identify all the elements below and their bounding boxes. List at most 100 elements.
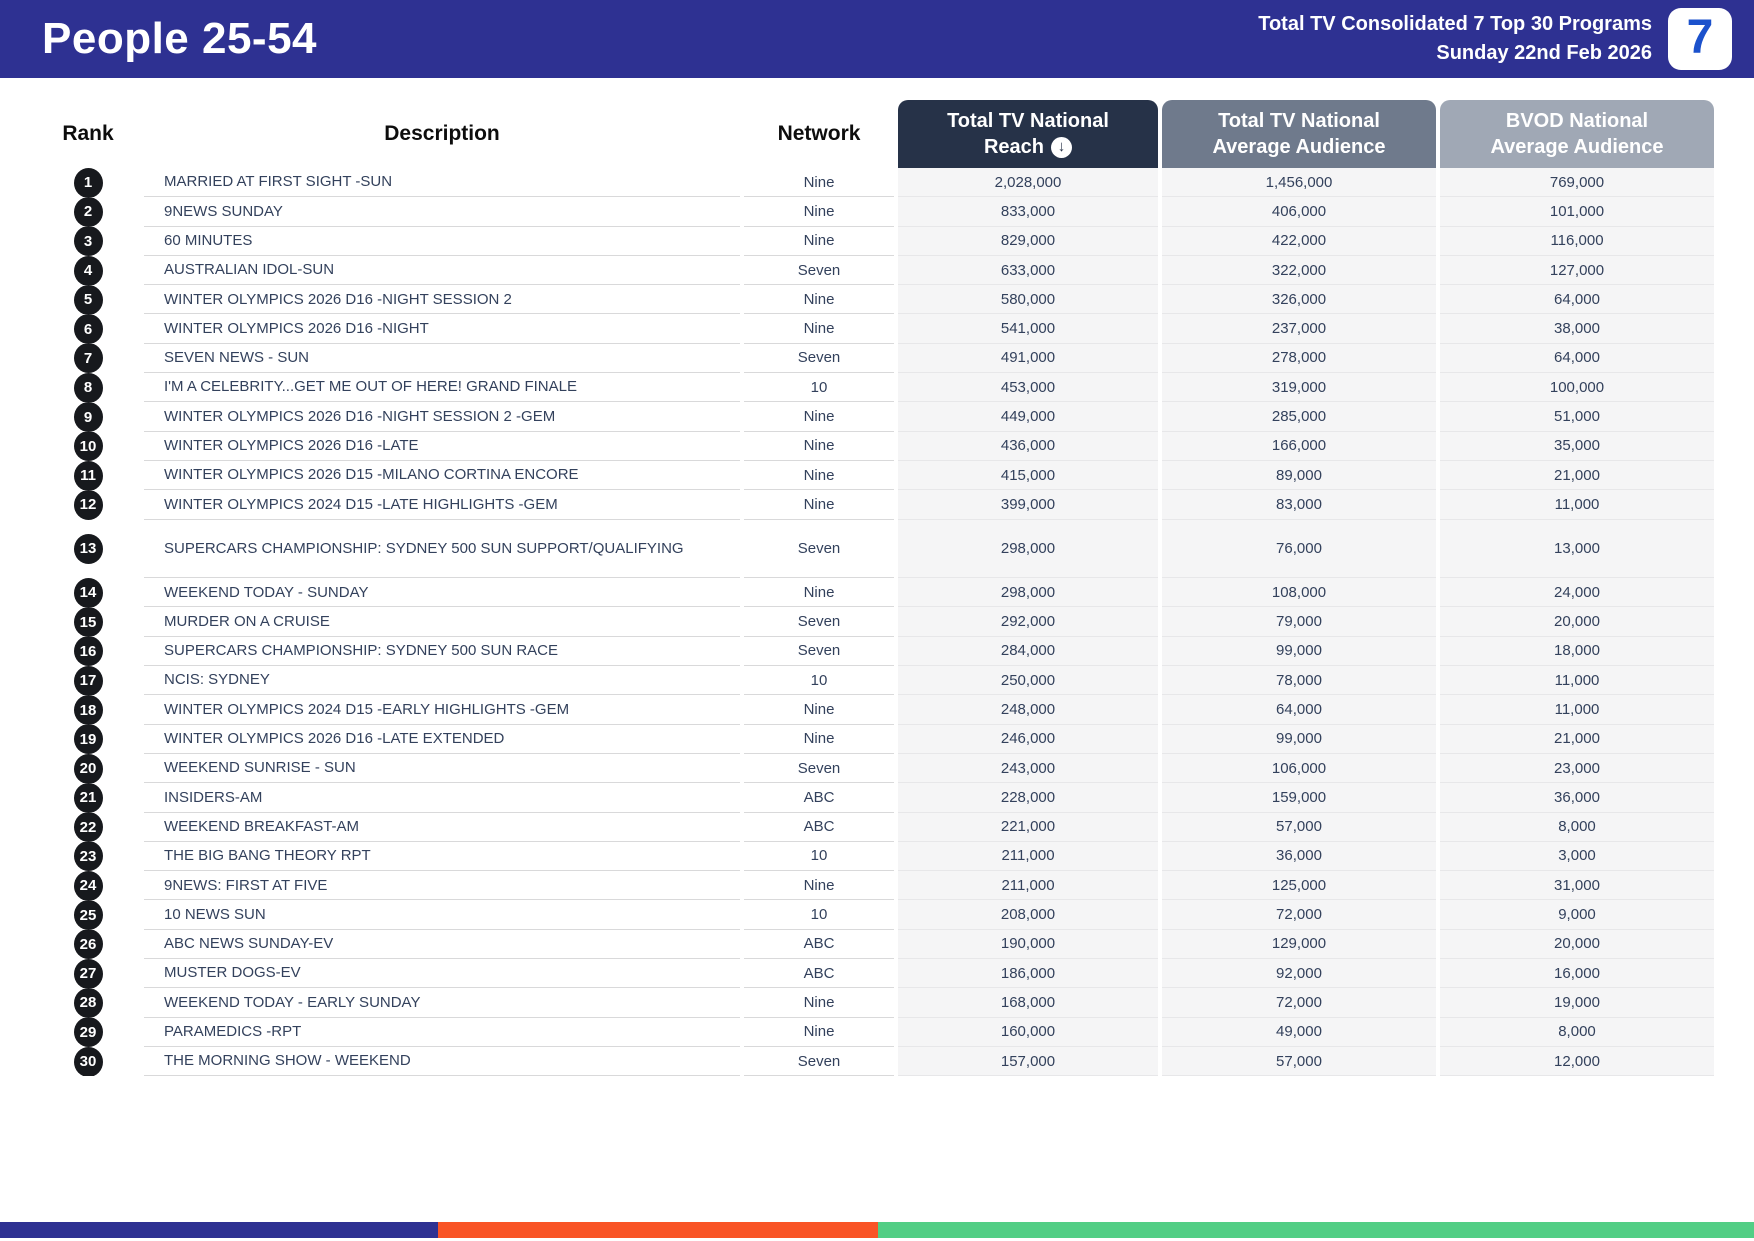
table-row: 9 WINTER OLYMPICS 2026 D16 -NIGHT SESSION… bbox=[36, 402, 1714, 432]
table-row: 15 MURDER ON A CRUISE Seven 292,000 79,000 20… bbox=[36, 607, 1714, 637]
table-row: 8 I'M A CELEBRITY...GET ME OUT OF HERE! G… bbox=[36, 373, 1714, 403]
rank-cell: 10 bbox=[36, 431, 140, 461]
rank-cell: 16 bbox=[36, 636, 140, 667]
avg-audience-value: 237,000 bbox=[1162, 314, 1436, 344]
rank-badge: 14 bbox=[73, 578, 103, 608]
network-cell: Nine bbox=[744, 285, 894, 315]
table-row: 16 SUPERCARS CHAMPIONSHIP: SYDNEY 500 SUN… bbox=[36, 636, 1714, 667]
top-banner: People 25-54 Total TV Consolidated 7 Top… bbox=[0, 0, 1754, 78]
column-header-rank: Rank bbox=[62, 122, 114, 145]
program-description: ABC NEWS SUNDAY-EV bbox=[144, 930, 740, 960]
network-cell: Nine bbox=[744, 578, 894, 608]
network-cell: Seven bbox=[744, 520, 894, 579]
bvod-value: 101,000 bbox=[1440, 197, 1714, 227]
bvod-value: 36,000 bbox=[1440, 783, 1714, 813]
footer-color-bar bbox=[0, 1222, 1754, 1238]
table-row: 14 WEEKEND TODAY - SUNDAY Nine 298,000 108,0… bbox=[36, 578, 1714, 608]
reach-value: 221,000 bbox=[898, 812, 1158, 842]
rank-cell: 11 bbox=[36, 460, 140, 491]
program-description: INSIDERS-AM bbox=[144, 783, 740, 813]
rank-cell: 14 bbox=[36, 578, 140, 608]
table-row: 26 ABC NEWS SUNDAY-EV ABC 190,000 129,000 20,… bbox=[36, 929, 1714, 960]
rank-cell: 12 bbox=[36, 490, 140, 520]
rank-badge: 28 bbox=[73, 988, 103, 1018]
bvod-value: 116,000 bbox=[1440, 226, 1714, 256]
bvod-value: 20,000 bbox=[1440, 929, 1714, 960]
rank-cell: 17 bbox=[36, 666, 140, 696]
rank-cell: 8 bbox=[36, 373, 140, 403]
reach-value: 246,000 bbox=[898, 724, 1158, 754]
avg-audience-value: 319,000 bbox=[1162, 373, 1436, 403]
table-row: 17 NCIS: SYDNEY 10 250,000 78,000 11,000 bbox=[36, 666, 1714, 696]
program-description: THE MORNING SHOW - WEEKEND bbox=[144, 1047, 740, 1077]
bvod-value: 21,000 bbox=[1440, 460, 1714, 491]
table-row: 7 SEVEN NEWS - SUN Seven 491,000 278,000 64,0… bbox=[36, 343, 1714, 374]
footer-bar-blue-segment bbox=[0, 1222, 438, 1238]
rank-badge: 2 bbox=[73, 197, 103, 227]
table-row: 24 9NEWS: FIRST AT FIVE Nine 211,000 125,000… bbox=[36, 871, 1714, 901]
rank-badge: 26 bbox=[73, 929, 103, 960]
rank-badge: 9 bbox=[73, 402, 103, 432]
bvod-value: 11,000 bbox=[1440, 695, 1714, 725]
table-row: 20 WEEKEND SUNRISE - SUN Seven 243,000 106,0… bbox=[36, 753, 1714, 784]
bvod-value: 16,000 bbox=[1440, 959, 1714, 989]
program-description: WINTER OLYMPICS 2026 D16 -LATE bbox=[144, 432, 740, 461]
program-description: WINTER OLYMPICS 2026 D16 -NIGHT bbox=[144, 314, 740, 344]
table-row: 27 MUSTER DOGS-EV ABC 186,000 92,000 16,000 bbox=[36, 959, 1714, 989]
table-row: 13 SUPERCARS CHAMPIONSHIP: SYDNEY 500 SUN… bbox=[36, 519, 1714, 579]
avg-audience-value: 125,000 bbox=[1162, 871, 1436, 901]
network-cell: Nine bbox=[744, 197, 894, 227]
bvod-value: 127,000 bbox=[1440, 255, 1714, 286]
reach-value: 157,000 bbox=[898, 1046, 1158, 1077]
avg-audience-value: 106,000 bbox=[1162, 753, 1436, 784]
rank-badge: 25 bbox=[73, 900, 103, 930]
table-row: 3 60 MINUTES Nine 829,000 422,000 116,000 bbox=[36, 226, 1714, 256]
avg-audience-value: 78,000 bbox=[1162, 666, 1436, 696]
avg-audience-value: 36,000 bbox=[1162, 841, 1436, 872]
table-row: 2 9NEWS SUNDAY Nine 833,000 406,000 101,000 bbox=[36, 197, 1714, 227]
reach-value: 580,000 bbox=[898, 285, 1158, 315]
rank-badge: 18 bbox=[73, 695, 103, 725]
bvod-value: 21,000 bbox=[1440, 724, 1714, 754]
rank-cell: 26 bbox=[36, 929, 140, 960]
program-description: NCIS: SYDNEY bbox=[144, 666, 740, 696]
network-cell: ABC bbox=[744, 959, 894, 989]
avg-audience-value: 129,000 bbox=[1162, 929, 1436, 960]
rank-badge: 13 bbox=[73, 533, 103, 564]
table-row: 23 THE BIG BANG THEORY RPT 10 211,000 36,000… bbox=[36, 841, 1714, 872]
bvod-value: 31,000 bbox=[1440, 871, 1714, 901]
bvod-value: 8,000 bbox=[1440, 1017, 1714, 1047]
rank-badge: 24 bbox=[73, 871, 103, 901]
program-description: MURDER ON A CRUISE bbox=[144, 607, 740, 637]
sort-descending-icon[interactable]: ↓ bbox=[1051, 136, 1073, 158]
network-cell: Nine bbox=[744, 725, 894, 754]
rank-badge: 17 bbox=[73, 666, 103, 696]
program-description: 60 MINUTES bbox=[144, 227, 740, 256]
seven-network-logo: 7 bbox=[1668, 8, 1732, 70]
network-cell: Nine bbox=[744, 490, 894, 520]
bvod-value: 18,000 bbox=[1440, 636, 1714, 667]
banner-right: Total TV Consolidated 7 Top 30 Programs … bbox=[1258, 8, 1732, 70]
column-header-total-tv-reach[interactable]: Total TV National Reach ↓ bbox=[898, 100, 1158, 168]
rank-badge: 22 bbox=[73, 812, 103, 842]
reach-value: 298,000 bbox=[898, 578, 1158, 608]
rank-cell: 24 bbox=[36, 871, 140, 901]
table-row: 28 WEEKEND TODAY - EARLY SUNDAY Nine 168,00… bbox=[36, 988, 1714, 1018]
network-cell: Nine bbox=[744, 432, 894, 461]
table-row: 5 WINTER OLYMPICS 2026 D16 -NIGHT SESSION… bbox=[36, 285, 1714, 315]
avg-audience-value: 49,000 bbox=[1162, 1017, 1436, 1047]
network-cell: ABC bbox=[744, 813, 894, 842]
rank-cell: 19 bbox=[36, 724, 140, 754]
network-cell: Nine bbox=[744, 314, 894, 344]
avg-audience-value: 406,000 bbox=[1162, 197, 1436, 227]
reach-value: 829,000 bbox=[898, 226, 1158, 256]
program-description: WINTER OLYMPICS 2026 D16 -NIGHT SESSION … bbox=[144, 402, 740, 432]
reach-value: 415,000 bbox=[898, 460, 1158, 491]
rank-cell: 27 bbox=[36, 959, 140, 989]
reach-value: 211,000 bbox=[898, 871, 1158, 901]
reach-value: 186,000 bbox=[898, 959, 1158, 989]
program-description: WEEKEND TODAY - EARLY SUNDAY bbox=[144, 988, 740, 1018]
rank-cell: 21 bbox=[36, 783, 140, 813]
footer-bar-orange-segment bbox=[438, 1222, 878, 1238]
rank-badge: 16 bbox=[73, 636, 103, 667]
